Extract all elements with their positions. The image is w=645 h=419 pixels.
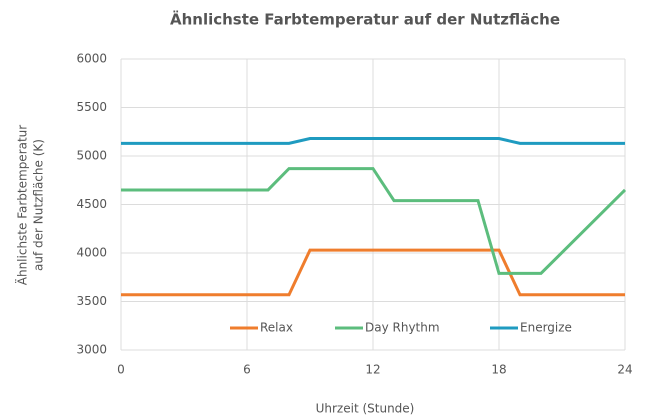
y-tick-label: 4000 (76, 246, 107, 260)
y-axis-label: Ähnlichste Farbtemperatur auf der Nutzfl… (15, 125, 46, 286)
legend-label: Relax (260, 321, 293, 335)
line-series (121, 137, 625, 145)
x-tick-label: 24 (617, 363, 632, 377)
y-tick-label: 5000 (76, 149, 107, 163)
x-axis-label: Uhrzeit (Stunde) (316, 402, 415, 416)
legend-label: Day Rhythm (365, 321, 440, 335)
y-tick-label: 3500 (76, 294, 107, 308)
y-axis-label-line: auf der Nutzfläche (K) (32, 139, 46, 271)
chart-title: Ähnlichste Farbtemperatur auf der Nutzfl… (170, 10, 560, 29)
x-tick-label: 0 (117, 363, 125, 377)
x-tick-label: 18 (491, 363, 506, 377)
line-series (121, 248, 625, 297)
x-tick-label: 12 (365, 363, 380, 377)
y-tick-label: 3000 (76, 343, 107, 357)
y-tick-label: 4500 (76, 197, 107, 211)
y-tick-label: 5500 (76, 100, 107, 114)
y-tick-label: 6000 (76, 52, 107, 66)
x-tick-label: 6 (243, 363, 251, 377)
legend-label: Energize (520, 321, 572, 335)
line-series (121, 167, 627, 275)
y-axis-label-line: Ähnlichste Farbtemperatur (15, 125, 30, 286)
